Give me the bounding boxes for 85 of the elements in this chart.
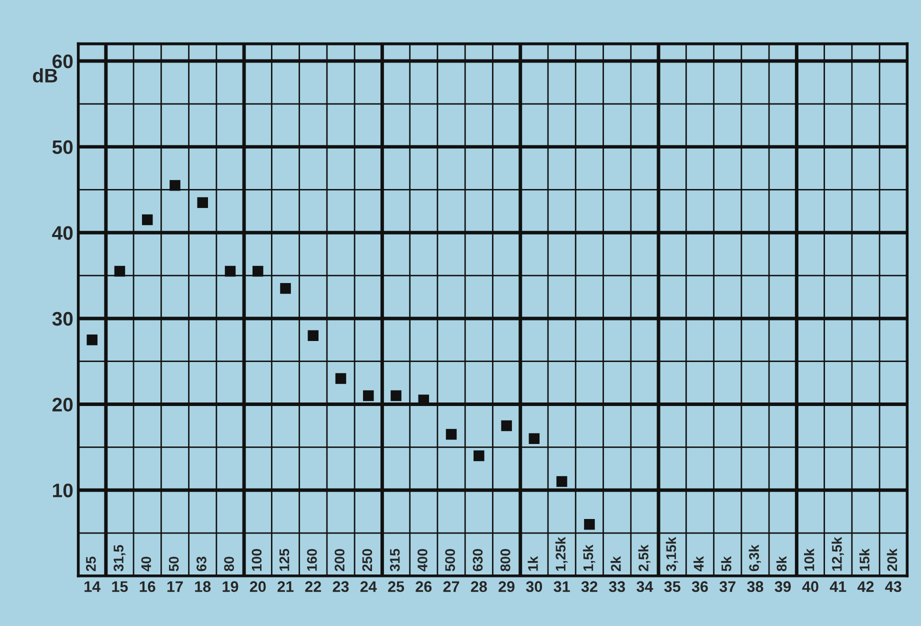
annotation: 1,25k — [555, 536, 568, 571]
point — [142, 214, 153, 226]
y-tick-label: 40 — [52, 226, 73, 240]
y-tick-label: 20 — [52, 398, 73, 412]
y-tick-label: 60 — [52, 54, 73, 68]
point — [390, 390, 402, 402]
x-tick-label: 20 — [250, 581, 266, 592]
x-tick-label: 37 — [719, 581, 736, 592]
point — [556, 476, 568, 487]
point — [252, 266, 264, 277]
annotation: 80 — [224, 556, 234, 572]
y-tick-label: 10 — [53, 484, 73, 498]
x-tick-label: 18 — [195, 581, 211, 592]
point — [584, 519, 595, 530]
annotation: 3,15k — [666, 536, 678, 572]
annotation: 15k — [859, 548, 870, 571]
x-tick-label: 26 — [416, 581, 432, 592]
annotation: 250 — [362, 549, 372, 572]
annotation: 400 — [418, 549, 428, 572]
x-tick-label: 28 — [470, 581, 487, 592]
annotation: 125 — [279, 548, 290, 571]
annotation: 500 — [445, 549, 456, 572]
annotation: 1,5k — [582, 544, 596, 571]
y-tick-label: 50 — [52, 140, 73, 154]
annotation: 315 — [390, 548, 400, 572]
annotation: 800 — [500, 549, 510, 572]
x-tick-label: 42 — [857, 581, 874, 592]
annotation: 4k — [693, 556, 704, 572]
annotation: 63 — [196, 556, 206, 572]
annotation: 10k — [804, 548, 814, 571]
x-tick-label: 39 — [774, 581, 791, 592]
x-tick-label: 21 — [278, 581, 294, 592]
x-tick-label: 24 — [360, 581, 377, 592]
x-tick-label: 14 — [84, 581, 101, 592]
annotation: 40 — [141, 556, 152, 572]
point — [308, 330, 319, 341]
annotation: 630 — [472, 549, 483, 572]
annotation: 8k — [776, 556, 787, 572]
annotation: 25 — [86, 556, 96, 572]
annotation: 1k — [528, 556, 538, 571]
annotation: 160 — [307, 549, 317, 571]
annotation: 50 — [168, 556, 179, 572]
x-tick-label: 33 — [608, 581, 626, 592]
y-axis-title: dB — [32, 68, 58, 83]
x-tick-label: 27 — [443, 581, 460, 592]
point — [363, 390, 374, 402]
point — [280, 283, 291, 294]
annotation: 6,3k — [748, 544, 761, 572]
annotation: 200 — [334, 549, 344, 572]
x-tick-label: 43 — [885, 581, 902, 592]
annotation: 100 — [252, 549, 262, 571]
x-tick-label: 40 — [802, 581, 818, 592]
x-tick-label: 30 — [526, 581, 542, 592]
annotation: 2k — [610, 556, 621, 572]
point — [170, 180, 180, 191]
x-tick-label: 36 — [692, 581, 708, 592]
annotation: 31,5 — [114, 544, 126, 572]
x-tick-label: 22 — [305, 581, 322, 592]
y-tick-label: 30 — [52, 312, 73, 326]
point — [86, 334, 98, 346]
point — [224, 266, 236, 277]
annotation: 2,5k — [638, 544, 650, 572]
x-tick-label: 34 — [636, 581, 654, 592]
annotation: 20k — [886, 548, 898, 572]
x-tick-label: 41 — [830, 581, 846, 592]
x-tick-label: 29 — [498, 581, 514, 592]
point — [335, 373, 346, 384]
x-tick-label: 23 — [332, 581, 349, 592]
x-tick-label: 38 — [747, 581, 764, 592]
point — [114, 266, 126, 277]
x-tick-label: 35 — [664, 581, 680, 592]
point — [446, 428, 457, 440]
x-tick-label: 32 — [581, 581, 598, 592]
point — [501, 420, 512, 432]
x-tick-label: 25 — [388, 581, 404, 592]
annotation: 5k — [721, 556, 732, 572]
x-tick-label: 31 — [554, 581, 570, 592]
x-tick-label: 16 — [140, 581, 156, 592]
annotation: 12,5k — [832, 536, 844, 571]
point — [197, 197, 208, 208]
x-tick-label: 17 — [167, 581, 183, 592]
point — [474, 450, 484, 462]
x-tick-label: 15 — [112, 581, 128, 592]
x-tick-label: 19 — [222, 581, 238, 592]
point — [528, 433, 540, 444]
